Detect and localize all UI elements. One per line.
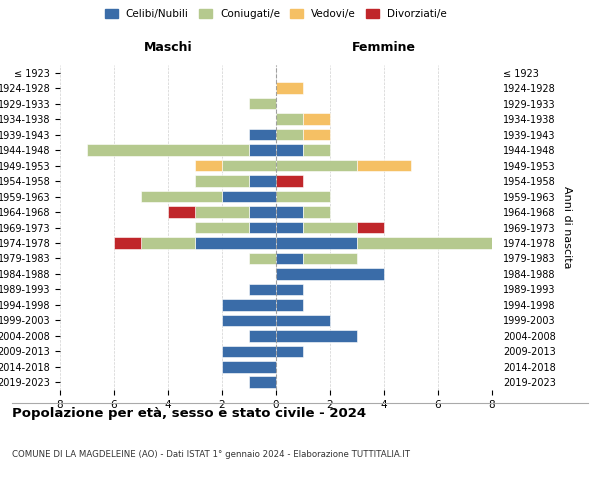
Bar	[141, 190, 222, 202]
Bar	[249, 222, 276, 234]
Bar	[276, 252, 303, 264]
Bar	[303, 206, 330, 218]
Text: Popolazione per età, sesso e stato civile - 2024: Popolazione per età, sesso e stato civil…	[12, 408, 366, 420]
Bar	[195, 222, 249, 234]
Bar	[303, 222, 357, 234]
Bar	[249, 129, 276, 140]
Bar	[249, 330, 276, 342]
Bar	[276, 268, 384, 280]
Text: Femmine: Femmine	[352, 41, 416, 54]
Bar	[195, 237, 276, 249]
Bar	[276, 284, 303, 295]
Bar	[249, 144, 276, 156]
Bar	[195, 206, 249, 218]
Bar	[357, 160, 411, 172]
Bar	[168, 206, 195, 218]
Bar	[249, 252, 276, 264]
Bar	[276, 299, 303, 310]
Bar	[276, 190, 330, 202]
Bar	[195, 176, 249, 187]
Bar	[222, 160, 276, 172]
Bar	[276, 176, 303, 187]
Bar	[249, 284, 276, 295]
Bar	[87, 144, 249, 156]
Bar	[222, 314, 276, 326]
Bar	[114, 237, 141, 249]
Bar	[222, 346, 276, 357]
Bar	[276, 346, 303, 357]
Bar	[195, 160, 222, 172]
Bar	[276, 160, 357, 172]
Bar	[276, 114, 303, 125]
Bar	[303, 129, 330, 140]
Bar	[141, 237, 195, 249]
Text: Maschi: Maschi	[143, 41, 193, 54]
Text: COMUNE DI LA MAGDELEINE (AO) - Dati ISTAT 1° gennaio 2024 - Elaborazione TUTTITA: COMUNE DI LA MAGDELEINE (AO) - Dati ISTA…	[12, 450, 410, 459]
Bar	[276, 222, 303, 234]
Bar	[249, 98, 276, 110]
Bar	[303, 252, 357, 264]
Bar	[222, 190, 276, 202]
Bar	[357, 237, 546, 249]
Bar	[276, 206, 303, 218]
Bar	[276, 82, 303, 94]
Bar	[222, 361, 276, 372]
Bar	[276, 314, 330, 326]
Y-axis label: Anni di nascita: Anni di nascita	[562, 186, 572, 269]
Bar	[249, 206, 276, 218]
Legend: Celibi/Nubili, Coniugati/e, Vedovi/e, Divorziati/e: Celibi/Nubili, Coniugati/e, Vedovi/e, Di…	[101, 5, 451, 24]
Bar	[303, 114, 330, 125]
Bar	[276, 144, 303, 156]
Bar	[303, 144, 330, 156]
Bar	[249, 176, 276, 187]
Bar	[222, 299, 276, 310]
Bar	[276, 129, 303, 140]
Bar	[357, 222, 384, 234]
Bar	[276, 330, 357, 342]
Bar	[276, 237, 357, 249]
Bar	[249, 376, 276, 388]
